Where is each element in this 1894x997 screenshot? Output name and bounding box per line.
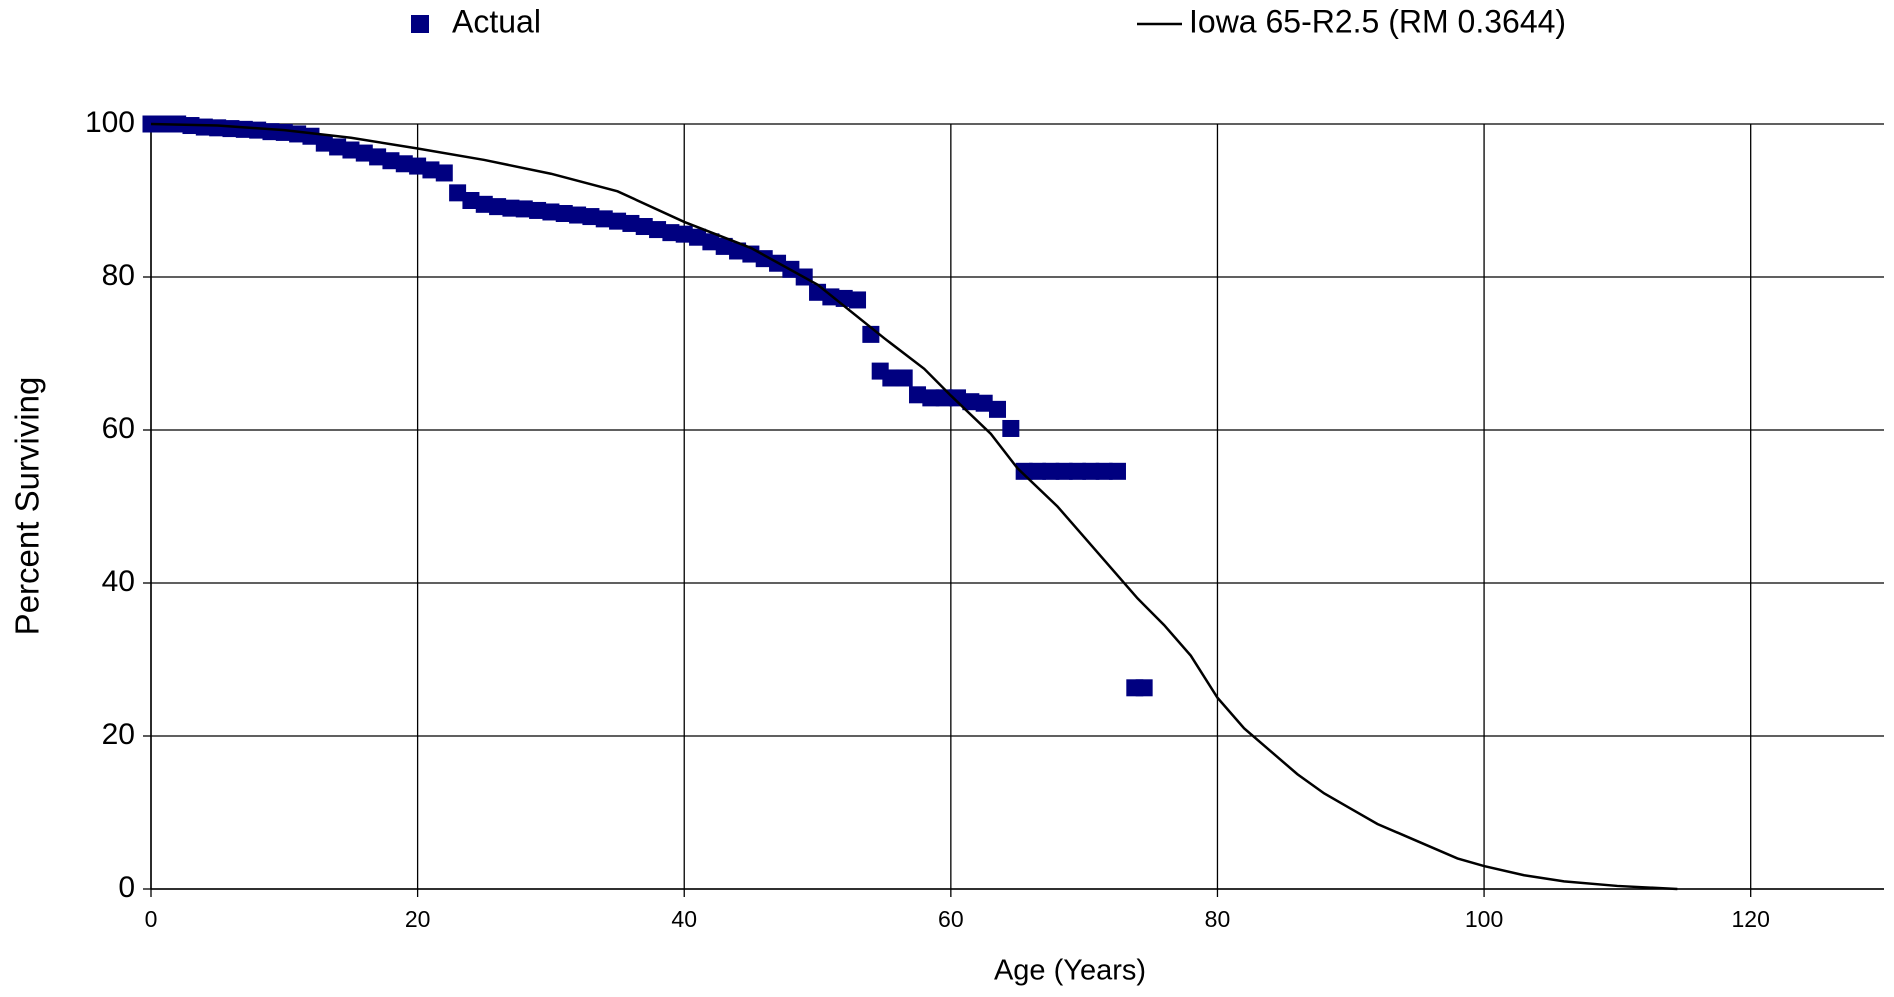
marker bbox=[289, 125, 307, 143]
y-tick-label: 20 bbox=[102, 718, 135, 751]
marker bbox=[435, 164, 453, 182]
marker bbox=[1068, 462, 1086, 480]
marker bbox=[409, 157, 427, 175]
marker bbox=[449, 184, 467, 202]
marker bbox=[1015, 462, 1033, 480]
marker bbox=[262, 123, 280, 141]
marker bbox=[395, 155, 413, 173]
legend-label: Iowa 65-R2.5 (RM 0.3644) bbox=[1189, 3, 1566, 39]
legend-marker bbox=[411, 15, 429, 33]
marker bbox=[422, 161, 440, 179]
marker bbox=[962, 393, 980, 411]
marker bbox=[1028, 462, 1046, 480]
y-tick-label: 80 bbox=[102, 259, 135, 292]
x-tick-label: 80 bbox=[1205, 906, 1231, 932]
marker bbox=[662, 224, 680, 242]
survivor-curve bbox=[150, 122, 1678, 891]
marker bbox=[989, 400, 1007, 418]
marker bbox=[595, 210, 613, 228]
marker bbox=[922, 389, 940, 407]
marker bbox=[882, 369, 900, 387]
marker bbox=[1042, 462, 1060, 480]
marker bbox=[342, 141, 360, 159]
marker bbox=[622, 214, 640, 232]
marker bbox=[975, 394, 993, 412]
marker bbox=[195, 118, 213, 136]
x-tick-label: 20 bbox=[405, 906, 431, 932]
marker bbox=[582, 208, 600, 226]
marker bbox=[675, 225, 693, 243]
marker bbox=[209, 119, 227, 137]
marker bbox=[715, 237, 733, 255]
y-axis-label: Percent Surviving bbox=[9, 377, 46, 636]
marker bbox=[649, 221, 667, 239]
y-tick-label: 0 bbox=[118, 871, 135, 904]
marker bbox=[635, 218, 653, 236]
marker bbox=[702, 233, 720, 251]
x-tick-label: 60 bbox=[938, 906, 964, 932]
marker bbox=[542, 203, 560, 221]
marker bbox=[1135, 679, 1153, 697]
x-tick-label: 0 bbox=[145, 906, 158, 932]
marker bbox=[1082, 462, 1100, 480]
marker bbox=[1002, 419, 1020, 437]
marker bbox=[529, 201, 547, 219]
marker bbox=[689, 228, 707, 246]
marker bbox=[462, 192, 480, 209]
marker bbox=[895, 369, 913, 387]
marker bbox=[949, 389, 967, 407]
marker bbox=[502, 199, 520, 217]
marker bbox=[475, 195, 493, 213]
legend-label: Actual bbox=[452, 3, 541, 39]
x-tick-label: 100 bbox=[1465, 906, 1503, 932]
marker bbox=[382, 152, 400, 170]
marker bbox=[489, 198, 507, 216]
marker bbox=[1055, 462, 1073, 480]
y-tick-label: 40 bbox=[102, 565, 135, 598]
x-tick-label: 120 bbox=[1732, 906, 1770, 932]
marker bbox=[275, 123, 293, 141]
marker bbox=[755, 250, 773, 268]
marker bbox=[1095, 462, 1113, 480]
marker bbox=[515, 200, 533, 218]
marker bbox=[355, 144, 373, 162]
x-tick-label: 40 bbox=[671, 906, 697, 932]
marker bbox=[369, 148, 387, 166]
y-tick-label: 100 bbox=[85, 106, 135, 139]
marker bbox=[329, 138, 347, 156]
marker bbox=[555, 205, 573, 223]
marker bbox=[729, 242, 747, 260]
marker bbox=[849, 291, 867, 309]
marker bbox=[569, 206, 587, 224]
marker bbox=[315, 134, 333, 152]
marker bbox=[235, 120, 253, 138]
marker bbox=[909, 386, 927, 404]
marker bbox=[609, 212, 627, 230]
y-tick-label: 60 bbox=[102, 412, 135, 445]
marker bbox=[249, 121, 267, 139]
marker bbox=[1108, 462, 1126, 480]
marker bbox=[222, 120, 240, 138]
x-axis-label: Age (Years) bbox=[994, 955, 1146, 987]
